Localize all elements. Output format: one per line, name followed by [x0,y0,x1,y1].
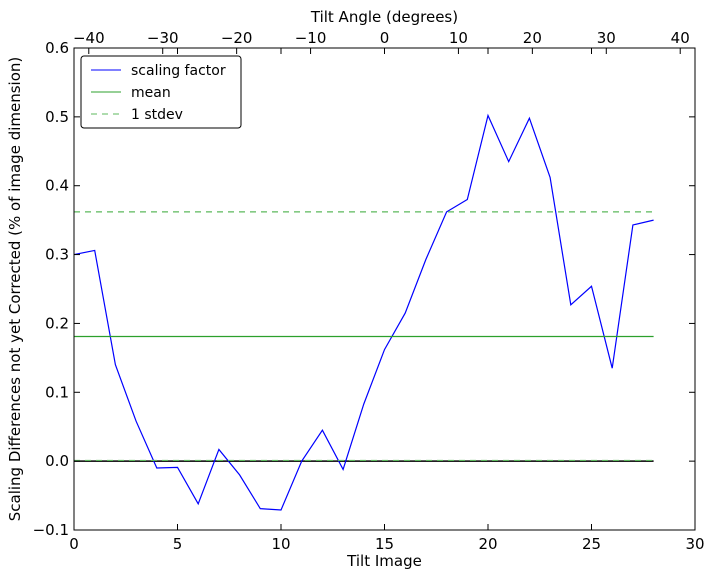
x-tick-label: 10 [271,535,290,553]
legend-label-mean: mean [131,85,171,101]
top-tick-label: 30 [597,29,616,47]
legend: scaling factor mean 1 stdev [80,55,242,129]
x-tick-label: 5 [173,535,183,553]
x-tick-label: 30 [685,535,704,553]
x-tick-label: 15 [375,535,394,553]
legend-label-1-stdev: 1 stdev [131,107,183,123]
top-tick-label: −10 [295,29,327,47]
series-line-scaling-factor [73,113,654,511]
y-tick-label: 0.2 [45,314,69,332]
top-tick-label: 20 [523,29,542,47]
ticks-layer: 0 5 10 15 20 25 30 −0.1 0.0 0.1 0.2 0.3 0.4 0.5 0.6−40… [33,29,705,553]
legend-label-scaling-factor: scaling factor [131,63,226,79]
y-tick-label: 0.0 [45,452,69,470]
y-tick-label: 0.1 [45,383,69,401]
legend-box [80,55,242,129]
top-tick-label: −30 [147,29,179,47]
y-tick-label: 0.3 [45,246,69,264]
y-tick-label: 0.4 [45,177,69,195]
top-tick-label: 40 [671,29,690,47]
y-axis-label: Scaling Differences not yet Corrected (%… [6,57,24,522]
plot-layer [73,113,654,511]
x-tick-label: 25 [582,535,601,553]
x-tick-label: 20 [478,535,497,553]
top-tick-label: −20 [221,29,253,47]
x-tick-label: 0 [69,535,79,553]
top-tick-label: 10 [449,29,468,47]
x-axis-label: Tilt Image [346,552,422,570]
top-axis-label: Tilt Angle (degrees) [310,8,458,26]
top-tick-label: −40 [73,29,105,47]
top-tick-label: 0 [380,29,390,47]
y-tick-label: 0.5 [45,108,69,126]
y-tick-label: 0.6 [45,39,69,57]
y-tick-label: −0.1 [33,521,69,539]
